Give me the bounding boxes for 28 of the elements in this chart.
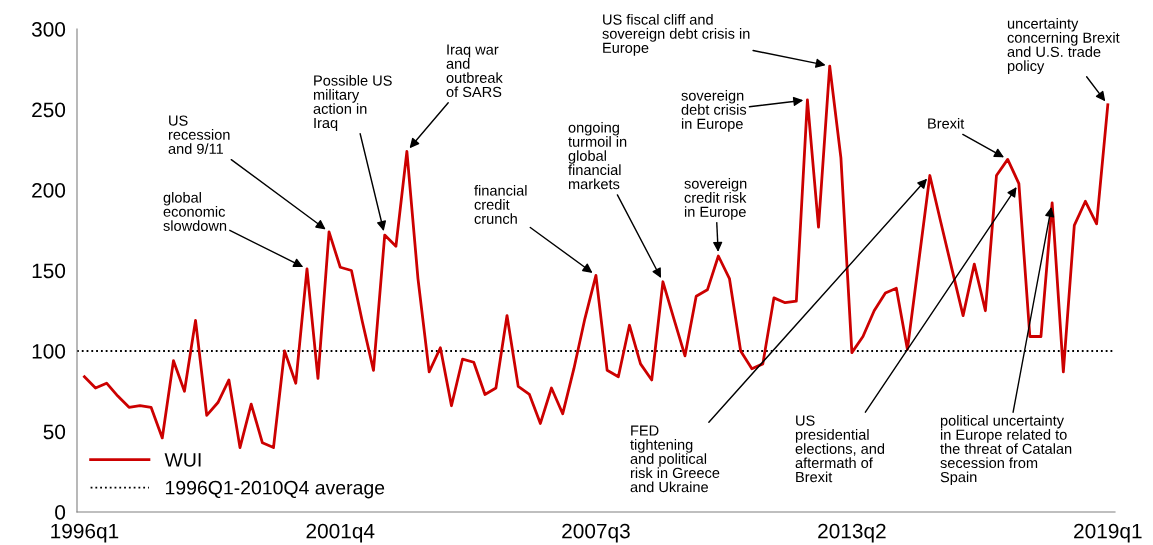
legend-label: WUI [164, 453, 201, 467]
y-tick-label: 150 [32, 263, 66, 279]
annotation: US recession and 9/11 [168, 115, 230, 154]
y-tick-label: 100 [32, 344, 66, 359]
annotation: FED tightening and political risk in Greece and Ukraine [630, 425, 720, 493]
x-tick-label: 2019q1 [1074, 523, 1142, 543]
x-tick-label: 2013q2 [818, 523, 886, 543]
annotation: sovereign credit risk in Europe [684, 178, 747, 220]
y-tick-label: 50 [43, 424, 66, 440]
y-tick-label: 200 [32, 183, 66, 198]
annotation: Possible US military action in Iraq [313, 75, 392, 131]
x-tick-label: 2007q3 [562, 523, 630, 543]
annotation: sovereign debt crisis in Europe [681, 90, 747, 132]
annotation: Brexit [928, 118, 965, 129]
annotation: US presidential elections, and aftermath of Brexit [795, 415, 885, 483]
legend-label: 1996Q1-2010Q4 average [165, 480, 385, 499]
y-tick-label: 0 [55, 505, 66, 520]
y-tick-label: 300 [31, 22, 66, 37]
annotation: US fiscal cliff and sovereign debt crisis in Europe [602, 14, 750, 56]
annotation: global economic slowdown [163, 192, 227, 231]
annotation: ongoing turmoil in global financial markets [568, 122, 627, 190]
annotation: political uncertainty in Europe related to the threat of Catalan secession from Spain [940, 415, 1072, 486]
annotation: financial credit crunch [474, 185, 527, 224]
x-tick-label: 2001q4 [306, 523, 375, 543]
annotation: uncertainty concerning Brexit and U.S. trade policy [1007, 18, 1120, 74]
y-tick-label: 250 [32, 102, 66, 118]
x-tick-label: 1996q1 [51, 523, 119, 543]
annotation: Iraq war and outbreak of SARS [446, 44, 503, 98]
